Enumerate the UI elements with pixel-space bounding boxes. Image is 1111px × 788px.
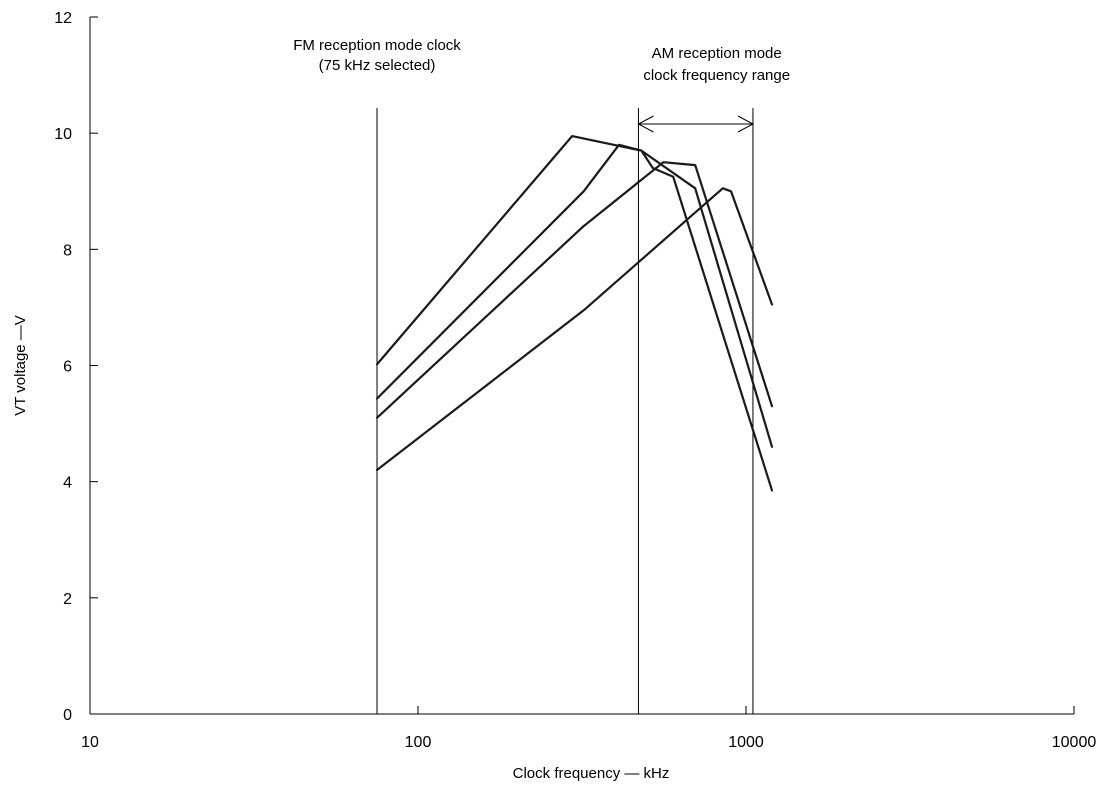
x-tick-label: 100 [405, 734, 432, 751]
y-ticks: 0 2 4 6 8 10 12 [54, 10, 98, 724]
fm-annotation-line1: FM reception mode clock [293, 37, 461, 54]
y-tick-label: 2 [63, 591, 72, 608]
x-axis-title: Clock frequency — kHz [513, 765, 670, 782]
x-tick-label: 10000 [1052, 734, 1097, 751]
reference-lines [376, 108, 754, 714]
x-tick-label: 1000 [728, 734, 764, 751]
y-tick-label: 0 [63, 707, 72, 724]
series-line-3 [375, 161, 774, 419]
y-tick-label: 12 [54, 10, 72, 27]
x-tick-label: 10 [81, 734, 99, 751]
series-line-1 [375, 135, 774, 492]
y-tick-label: 8 [63, 242, 72, 259]
am-annotation-line2: clock frequency range [643, 67, 790, 84]
series-line-4 [375, 187, 774, 472]
am-range-arrow [637, 115, 755, 133]
series-group [375, 135, 774, 492]
y-tick-label: 6 [63, 359, 72, 376]
am-range-arrowhead-right [737, 115, 755, 133]
y-tick-label: 10 [54, 126, 72, 143]
series-line-2 [375, 143, 774, 448]
am-range-arrowhead-left [637, 115, 654, 133]
x-ticks: 10 100 1000 10000 [81, 706, 1096, 751]
am-annotation-line1: AM reception mode [652, 45, 782, 62]
axes [89, 17, 1074, 715]
y-tick-label: 4 [63, 475, 72, 492]
y-axis-title: VT voltage —V [12, 315, 29, 416]
fm-annotation-line2: (75 kHz selected) [319, 57, 436, 74]
